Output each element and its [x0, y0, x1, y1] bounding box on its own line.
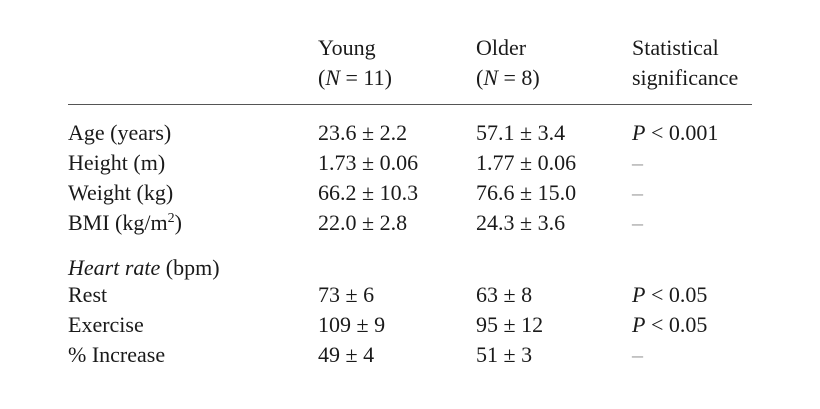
table-cell: 22.0 ± 2.8: [318, 210, 407, 236]
table-cell: 57.1 ± 3.4: [476, 120, 565, 146]
text-run: BMI (kg/m: [68, 210, 168, 235]
row-label: % Increase: [68, 342, 165, 368]
text-run: 2: [167, 211, 175, 226]
row-label: Age (years): [68, 120, 171, 146]
column-header: significance: [632, 65, 738, 91]
text-run: –: [632, 180, 643, 205]
text-run: P: [632, 120, 646, 145]
text-run: P: [632, 282, 646, 307]
row-label: Rest: [68, 282, 107, 308]
table-cell: 1.77 ± 0.06: [476, 150, 576, 176]
text-run: < 0.001: [645, 120, 719, 145]
text-run: P: [632, 312, 646, 337]
text-run: 24.3 ± 3.6: [476, 210, 566, 235]
column-header: Young: [318, 35, 376, 61]
row-label: BMI (kg/m2): [68, 210, 182, 236]
text-run: 73 ± 6: [318, 282, 375, 307]
text-run: 109 ± 9: [318, 312, 386, 337]
text-run: 23.6 ± 2.2: [318, 120, 408, 145]
text-run: (bpm): [160, 255, 220, 280]
text-run: (: [476, 65, 484, 90]
text-run: = 11): [340, 65, 392, 90]
text-run: % Increase: [68, 342, 166, 367]
text-run: (: [318, 65, 326, 90]
table-cell: 23.6 ± 2.2: [318, 120, 407, 146]
table-cell: P < 0.05: [632, 282, 707, 308]
row-label: Exercise: [68, 312, 144, 338]
text-run: significance: [632, 65, 739, 90]
text-run: N: [325, 65, 341, 90]
table-cell: –: [632, 342, 643, 368]
section-heading: Heart rate (bpm): [68, 255, 220, 281]
text-run: 76.6 ± 15.0: [476, 180, 577, 205]
text-run: ): [174, 210, 182, 235]
table-cell: P < 0.001: [632, 120, 718, 146]
table-cell: 66.2 ± 10.3: [318, 180, 418, 206]
table-cell: 63 ± 8: [476, 282, 532, 308]
text-run: < 0.05: [645, 282, 708, 307]
text-run: –: [632, 342, 643, 367]
table-cell: 24.3 ± 3.6: [476, 210, 565, 236]
column-header: Statistical: [632, 35, 719, 61]
text-run: 1.73 ± 0.06: [318, 150, 419, 175]
row-label: Height (m): [68, 150, 165, 176]
text-run: Rest: [68, 282, 108, 307]
column-header: Older: [476, 35, 526, 61]
text-run: Heart rate: [68, 255, 161, 280]
column-header: (N = 8): [476, 65, 540, 91]
table-cell: 73 ± 6: [318, 282, 374, 308]
text-run: Age (years): [68, 120, 172, 145]
text-run: 51 ± 3: [476, 342, 533, 367]
table-cell: 1.73 ± 0.06: [318, 150, 418, 176]
table-cell: –: [632, 210, 643, 236]
table-cell: –: [632, 180, 643, 206]
text-run: Young: [318, 35, 376, 60]
text-run: 63 ± 8: [476, 282, 533, 307]
table-cell: 51 ± 3: [476, 342, 532, 368]
table-cell: P < 0.05: [632, 312, 707, 338]
text-run: 95 ± 12: [476, 312, 544, 337]
text-run: Older: [476, 35, 527, 60]
table-cell: 95 ± 12: [476, 312, 543, 338]
header-rule: [68, 104, 752, 105]
text-run: Exercise: [68, 312, 144, 337]
text-run: Weight (kg): [68, 180, 174, 205]
table-cell: –: [632, 150, 643, 176]
text-run: 22.0 ± 2.8: [318, 210, 408, 235]
text-run: 57.1 ± 3.4: [476, 120, 566, 145]
text-run: Height (m): [68, 150, 166, 175]
text-run: Statistical: [632, 35, 719, 60]
text-run: 49 ± 4: [318, 342, 375, 367]
column-header: (N = 11): [318, 65, 392, 91]
row-label: Weight (kg): [68, 180, 173, 206]
text-run: < 0.05: [645, 312, 708, 337]
text-run: = 8): [498, 65, 540, 90]
text-run: N: [483, 65, 499, 90]
text-run: 66.2 ± 10.3: [318, 180, 419, 205]
table-cell: 109 ± 9: [318, 312, 385, 338]
text-run: –: [632, 150, 643, 175]
text-run: 1.77 ± 0.06: [476, 150, 577, 175]
text-run: –: [632, 210, 643, 235]
table-cell: 49 ± 4: [318, 342, 374, 368]
table-cell: 76.6 ± 15.0: [476, 180, 576, 206]
